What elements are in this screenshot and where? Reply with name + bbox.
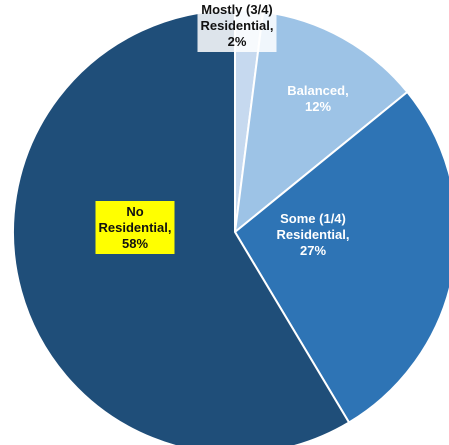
slice-label-background bbox=[197, 0, 277, 52]
slice-label-2: Balanced, 12% bbox=[287, 83, 348, 114]
slice-label-text-3: Some (1/4) Residential, 27% bbox=[277, 211, 350, 258]
slice-label-4: No Residential, 58% bbox=[95, 201, 175, 254]
pie-slices bbox=[12, 8, 449, 445]
slice-label-line: Residential, bbox=[277, 227, 350, 242]
pie-slice-4 bbox=[12, 8, 351, 445]
pie-slice-3 bbox=[233, 90, 449, 424]
pie-labels: Mostly (3/4) Residential, 2%Balanced, 12%So… bbox=[95, 0, 350, 258]
slice-label-line: Mostly (3/4) bbox=[201, 2, 273, 17]
slice-label-line: Residential, bbox=[99, 220, 172, 235]
slice-label-text-1: Mostly (3/4) Residential, 2% bbox=[201, 2, 274, 49]
slice-label-line: Residential, bbox=[201, 18, 274, 33]
slice-label-text-2: Balanced, 12% bbox=[287, 83, 348, 114]
slice-label-line: 27% bbox=[300, 243, 326, 258]
slice-label-line: Balanced, bbox=[287, 83, 348, 98]
slice-label-line: No bbox=[126, 204, 143, 219]
slice-label-line: 12% bbox=[305, 99, 331, 114]
slice-label-3: Some (1/4) Residential, 27% bbox=[277, 211, 350, 258]
slice-label-background bbox=[95, 201, 175, 254]
slice-label-line: 2% bbox=[228, 34, 247, 49]
slice-label-1: Mostly (3/4) Residential, 2% bbox=[197, 0, 277, 52]
slice-label-line: 58% bbox=[122, 236, 148, 251]
slice-label-line: Some (1/4) bbox=[280, 211, 346, 226]
slice-label-text-4: No Residential, 58% bbox=[99, 204, 172, 251]
